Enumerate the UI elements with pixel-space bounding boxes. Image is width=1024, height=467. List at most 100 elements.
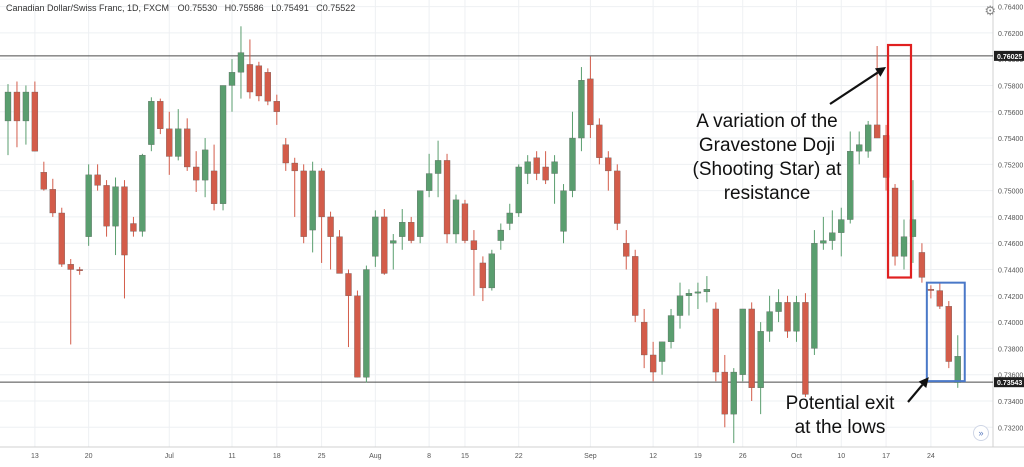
candle-down [193, 151, 200, 192]
candle-down [121, 180, 128, 299]
candle-body [730, 371, 737, 415]
candle-down [408, 216, 415, 244]
candle-body [121, 186, 128, 256]
ohlc-readout: O0.75530 H0.75586 L0.75491 C0.75522 [178, 3, 361, 13]
candle-body [506, 212, 513, 224]
candle-body [802, 302, 809, 395]
candle-down [927, 285, 935, 299]
candle-body [641, 321, 648, 356]
candle-body [291, 162, 298, 172]
price-axis-panel [993, 0, 1024, 462]
candle-body [103, 185, 110, 227]
candle-body [748, 308, 755, 388]
candle-body [918, 252, 926, 278]
exit-annotation-line-2: at the lows [794, 417, 886, 438]
candle-up [551, 155, 558, 204]
candle-body [67, 264, 74, 270]
candle-down [300, 164, 307, 244]
resistance-price-tag [994, 50, 1024, 61]
candle-down [721, 354, 728, 428]
candle-body [838, 219, 845, 233]
candle-up [399, 209, 406, 250]
candle-body [533, 157, 540, 174]
candle-body [569, 137, 576, 191]
candle-body [193, 166, 200, 181]
candle-down [345, 269, 352, 348]
candle-body [658, 341, 666, 362]
candle-body [354, 295, 361, 378]
candle-down [918, 243, 926, 283]
x-tick-label: 26 [739, 453, 747, 460]
candle-up [775, 289, 782, 323]
candle-down [94, 164, 101, 191]
candle-body [667, 315, 675, 342]
y-tick-label: 0.75800 [998, 83, 1023, 90]
candle-body [945, 306, 952, 362]
candle-body [318, 170, 325, 218]
candle-up [201, 138, 209, 198]
candle-body [847, 151, 854, 220]
support-price-label: 0.73543 [997, 380, 1022, 387]
candle-body [596, 124, 603, 158]
candle-up [363, 265, 370, 383]
candle-down [273, 94, 280, 125]
candle-down [936, 282, 943, 309]
doji-annotation-line-4: resistance [723, 183, 811, 204]
doji-annotation: A variation of the Gravestone Doji (Shoo… [672, 110, 862, 206]
candle-down [255, 61, 263, 102]
candle-body [58, 212, 65, 265]
arrow-shaft [907, 384, 924, 403]
candle-down [605, 151, 612, 191]
candle-body [166, 128, 173, 157]
scroll-to-latest-icon[interactable]: » [973, 425, 989, 441]
candle-up [811, 230, 818, 355]
candle-up [560, 184, 567, 244]
doji-annotation-line-2: Gravestone Doji [698, 135, 836, 156]
candle-down [470, 230, 478, 296]
y-tick-label: 0.76400 [998, 5, 1023, 12]
candle-body [515, 166, 522, 214]
x-tick-label: 19 [694, 453, 702, 460]
candle-body [820, 240, 827, 244]
candle-down [282, 138, 289, 171]
candle-body [488, 253, 495, 289]
y-tick-label: 0.73600 [998, 373, 1023, 380]
x-tick-label: 8 [427, 453, 431, 460]
gear-icon[interactable]: ⚙ [984, 3, 996, 18]
candle-up [730, 368, 737, 444]
candle-up [793, 295, 800, 342]
candle-up [856, 131, 863, 165]
candle-body [22, 91, 30, 122]
doji-annotation-line-3: (Shooting Star) at [692, 159, 842, 180]
candle-down [641, 308, 648, 369]
candle-body [345, 273, 352, 296]
x-tick-label: 17 [882, 453, 890, 460]
candle-up [847, 131, 854, 224]
candle-body [775, 302, 782, 312]
doji-highlight-box [886, 43, 913, 279]
candle-body [76, 269, 83, 271]
candle-body [542, 166, 549, 181]
candle-body [721, 371, 728, 415]
candle-up [569, 111, 576, 198]
candles [4, 26, 961, 444]
candle-body [954, 356, 961, 383]
y-tick-label: 0.75200 [998, 162, 1023, 169]
candle-up [578, 67, 585, 152]
candle-body [891, 187, 899, 257]
candle-up [434, 140, 442, 198]
candle-up [488, 249, 495, 291]
candle-body [856, 144, 863, 152]
candle-up [309, 161, 316, 253]
candle-body [417, 190, 424, 237]
candle-down [748, 302, 755, 401]
candle-down [443, 153, 451, 244]
x-tick-label: 20 [85, 453, 93, 460]
candle-body [685, 293, 693, 296]
candle-down [649, 341, 657, 382]
candle-body [372, 216, 379, 257]
candle-down [327, 211, 334, 270]
y-tick-label: 0.73400 [998, 399, 1023, 406]
y-tick-label: 0.75400 [998, 136, 1023, 143]
